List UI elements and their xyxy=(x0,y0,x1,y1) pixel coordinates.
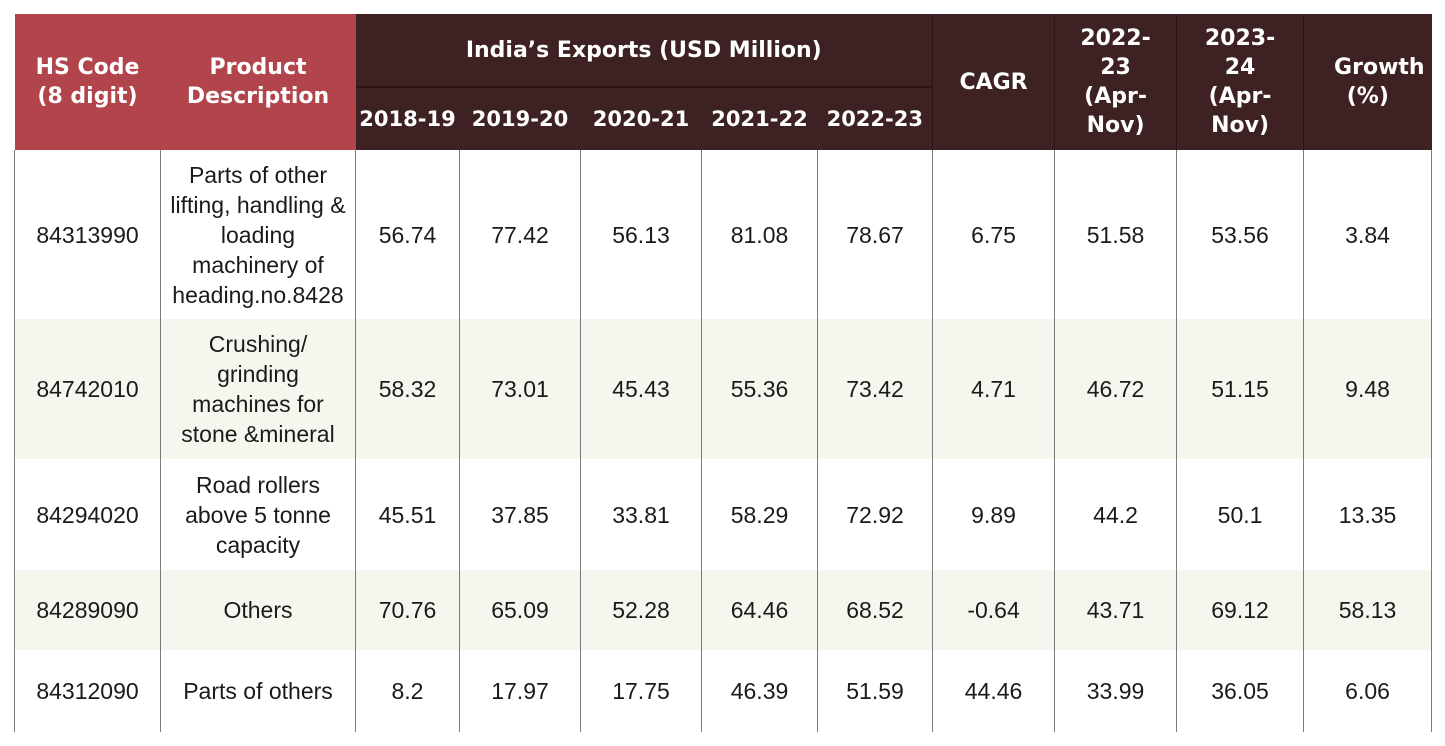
export-value-cell: 45.43 xyxy=(580,319,702,459)
export-value-cell: 8.2 xyxy=(355,650,460,732)
exports-table: HS Code (8 digit) Product Description In… xyxy=(14,14,1433,732)
export-value-cell: 64.46 xyxy=(701,570,818,650)
hs-code-cell: 84313990 xyxy=(14,150,161,319)
header-hs-code: HS Code (8 digit) xyxy=(14,14,161,150)
export-value-cell: 56.74 xyxy=(355,150,460,319)
export-value-cell: 70.76 xyxy=(355,570,460,650)
export-value-cell: 73.42 xyxy=(816,319,933,459)
apr-nov-2022-23-cell: 51.58 xyxy=(1054,150,1177,319)
apr-nov-2023-24-cell: 36.05 xyxy=(1176,650,1304,732)
header-cagr: CAGR xyxy=(932,14,1055,150)
header-year: 2018-19 xyxy=(355,87,460,150)
hs-code-cell: 84312090 xyxy=(14,650,161,732)
product-description-cell: Road rollers above 5 tonne capacity xyxy=(160,459,356,570)
cagr-cell: 6.75 xyxy=(932,150,1055,319)
export-value-cell: 72.92 xyxy=(816,459,933,570)
product-description-cell: Parts of other lifting, handling & loadi… xyxy=(160,150,356,319)
cagr-cell: 9.89 xyxy=(932,459,1055,570)
export-value-cell: 17.75 xyxy=(580,650,702,732)
header-growth: Growth (%) xyxy=(1303,14,1432,150)
cagr-cell: 44.46 xyxy=(932,650,1055,732)
export-value-cell: 46.39 xyxy=(701,650,818,732)
header-year: 2021-22 xyxy=(701,87,818,150)
table-row: 84294020 Road rollers above 5 tonne capa… xyxy=(14,459,1433,570)
growth-cell: 3.84 xyxy=(1303,150,1433,319)
product-description-cell: Parts of others xyxy=(160,650,356,732)
growth-cell: 13.35 xyxy=(1303,459,1433,570)
export-value-cell: 33.81 xyxy=(580,459,702,570)
export-value-cell: 58.29 xyxy=(701,459,818,570)
table-row: 84742010 Crushing/ grinding machines for… xyxy=(14,319,1433,459)
hs-code-cell: 84742010 xyxy=(14,319,161,459)
table-row: 84289090 Others 70.76 65.09 52.28 64.46 … xyxy=(14,570,1433,650)
header-year: 2022-23 xyxy=(817,87,933,150)
growth-cell: 9.48 xyxy=(1303,319,1433,459)
apr-nov-2022-23-cell: 33.99 xyxy=(1054,650,1177,732)
export-value-cell: 68.52 xyxy=(816,570,933,650)
table-row: 84313990 Parts of other lifting, handlin… xyxy=(14,150,1433,319)
growth-cell: 6.06 xyxy=(1303,650,1433,732)
apr-nov-2022-23-cell: 43.71 xyxy=(1054,570,1177,650)
header-product-description: Product Description xyxy=(160,14,356,150)
export-value-cell: 51.59 xyxy=(816,650,933,732)
apr-nov-2023-24-cell: 53.56 xyxy=(1176,150,1304,319)
header-year: 2020-21 xyxy=(580,87,702,150)
export-value-cell: 81.08 xyxy=(701,150,818,319)
exports-table-container: HS Code (8 digit) Product Description In… xyxy=(14,14,1433,746)
apr-nov-2023-24-cell: 50.1 xyxy=(1176,459,1304,570)
export-value-cell: 78.67 xyxy=(816,150,933,319)
table-row: 84312090 Parts of others 8.2 17.97 17.75… xyxy=(14,650,1433,732)
export-value-cell: 45.51 xyxy=(355,459,460,570)
export-value-cell: 17.97 xyxy=(459,650,581,732)
header-exports-group: India’s Exports (USD Million) xyxy=(355,14,933,88)
hs-code-cell: 84294020 xyxy=(14,459,161,570)
cagr-cell: -0.64 xyxy=(932,570,1055,650)
export-value-cell: 56.13 xyxy=(580,150,702,319)
export-value-cell: 58.32 xyxy=(355,319,460,459)
export-value-cell: 65.09 xyxy=(459,570,581,650)
header-year: 2019-20 xyxy=(459,87,581,150)
growth-cell: 58.13 xyxy=(1303,570,1433,650)
export-value-cell: 37.85 xyxy=(459,459,581,570)
hs-code-cell: 84289090 xyxy=(14,570,161,650)
export-value-cell: 55.36 xyxy=(701,319,818,459)
apr-nov-2023-24-cell: 51.15 xyxy=(1176,319,1304,459)
export-value-cell: 77.42 xyxy=(459,150,581,319)
header-apr-nov-2022-23: 2022-23 (Apr-Nov) xyxy=(1054,14,1177,150)
product-description-cell: Crushing/ grinding machines for stone &m… xyxy=(160,319,356,459)
product-description-cell: Others xyxy=(160,570,356,650)
apr-nov-2023-24-cell: 69.12 xyxy=(1176,570,1304,650)
export-value-cell: 52.28 xyxy=(580,570,702,650)
apr-nov-2022-23-cell: 44.2 xyxy=(1054,459,1177,570)
header-apr-nov-2023-24: 2023-24 (Apr-Nov) xyxy=(1176,14,1304,150)
cagr-cell: 4.71 xyxy=(932,319,1055,459)
apr-nov-2022-23-cell: 46.72 xyxy=(1054,319,1177,459)
export-value-cell: 73.01 xyxy=(459,319,581,459)
